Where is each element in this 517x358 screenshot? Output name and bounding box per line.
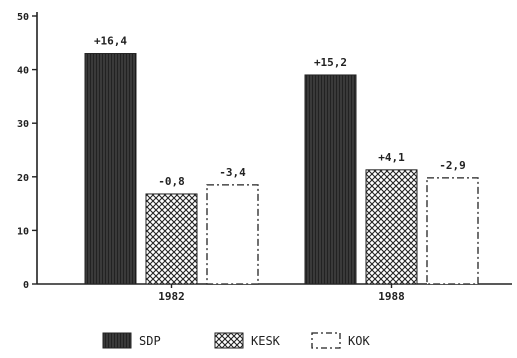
data-label-kok-1988: -2,9 [439, 159, 466, 172]
data-label-kesk-1988: +4,1 [378, 151, 405, 164]
y-tick-label-50: 50 [17, 12, 29, 23]
bar-kesk-1988 [365, 169, 418, 285]
y-tick-label-0: 0 [23, 280, 29, 291]
data-label-kok-1982: -3,4 [219, 166, 246, 179]
bar-sdp-1982 [84, 53, 137, 285]
bar-kesk-1982 [145, 193, 198, 285]
bar-sdp-1988 [304, 74, 357, 285]
data-label-kesk-1982: -0,8 [158, 175, 185, 188]
legend-label-kesk: KESK [251, 334, 281, 348]
y-tick-label-20: 20 [17, 173, 29, 184]
x-tick-label-1988: 1988 [378, 290, 405, 303]
legend-label-kok: KOK [348, 334, 370, 348]
legend-swatch-sdp [102, 332, 132, 349]
bar-kok-1988 [426, 177, 479, 285]
bar-kok-1982 [206, 184, 259, 285]
data-label-sdp-1982: +16,4 [94, 35, 127, 48]
y-tick-label-10: 10 [17, 226, 29, 237]
data-label-sdp-1988: +15,2 [314, 56, 347, 69]
y-tick-label-30: 30 [17, 119, 29, 130]
y-tick-label-40: 40 [17, 66, 29, 77]
legend-swatch-kesk [214, 332, 244, 349]
legend-swatch-kok [311, 332, 341, 349]
legend-label-sdp: SDP [139, 334, 161, 348]
x-tick-label-1982: 1982 [158, 290, 185, 303]
